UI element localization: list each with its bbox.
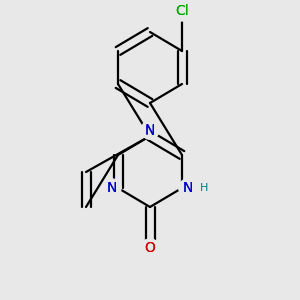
Text: N: N [107, 181, 117, 195]
Text: Cl: Cl [175, 4, 189, 18]
Text: N: N [107, 181, 117, 195]
Circle shape [104, 180, 120, 196]
Circle shape [141, 239, 159, 257]
Text: N: N [183, 181, 193, 195]
Circle shape [173, 2, 191, 20]
Text: O: O [145, 241, 155, 255]
Text: H: H [200, 183, 208, 193]
Text: N: N [145, 123, 155, 137]
Circle shape [179, 179, 197, 197]
Circle shape [142, 123, 158, 139]
Text: Cl: Cl [175, 4, 189, 18]
Circle shape [172, 1, 192, 21]
Circle shape [141, 239, 159, 257]
Text: N: N [183, 181, 193, 195]
Circle shape [141, 121, 159, 139]
Circle shape [103, 179, 121, 197]
Circle shape [179, 179, 197, 197]
Text: O: O [145, 241, 155, 255]
Text: N: N [145, 124, 155, 138]
